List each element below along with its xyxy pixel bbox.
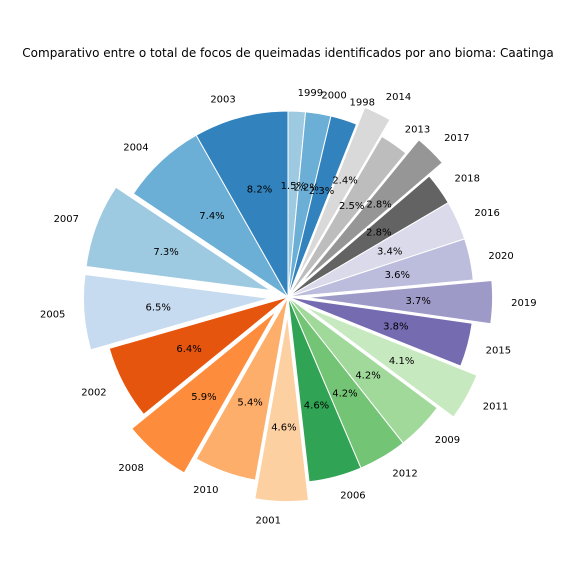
pie-pct-label-2005: 6.5%: [145, 302, 170, 313]
pie-slice-2005: [82, 273, 270, 351]
pie-slice-2008: [131, 310, 277, 474]
pie-category-label-2020: 2020: [488, 251, 513, 262]
pie-slice-2020: [287, 238, 474, 298]
pie-labels: 1.5% 1999 2.2% 2000 2.3% 1998 2.4% 2014 2.5% 2013…: [40, 88, 537, 526]
pie-pct-label-2008: 5.9%: [191, 392, 216, 403]
pie-category-label-2015: 2015: [486, 345, 511, 356]
pie-pct-label-2012: 4.2%: [332, 388, 357, 399]
pie-pct-label-2004: 7.4%: [199, 211, 224, 222]
pie-slice-2007: [85, 186, 271, 291]
pie-pct-label-2015: 3.8%: [383, 321, 408, 332]
pie-category-label-2019: 2019: [511, 298, 536, 309]
pie-pct-label-2007: 7.3%: [153, 247, 178, 258]
pie-slice-2015: [287, 296, 473, 367]
pie-category-label-2005: 2005: [40, 309, 65, 320]
pie-category-label-2013: 2013: [405, 125, 430, 136]
pie-pct-label-2016: 3.4%: [377, 246, 402, 257]
pie-slice-2002: [108, 296, 289, 416]
pie-slice-2017: [300, 139, 443, 285]
pie-category-label-2014: 2014: [386, 92, 411, 103]
pie-slice-2006: [287, 296, 362, 483]
pie-pct-label-2006: 4.6%: [304, 400, 329, 411]
pie-pct-label-2002: 6.4%: [176, 344, 201, 355]
pie-pct-label-1999: 1.5%: [281, 181, 306, 192]
pie-pct-label-2009: 4.2%: [355, 370, 380, 381]
pie-pct-label-2000: 2.2%: [293, 182, 318, 193]
pie-category-label-2009: 2009: [435, 435, 460, 446]
pie-category-label-2006: 2006: [340, 490, 365, 501]
pie-category-label-2000: 2000: [321, 91, 346, 102]
pie-pct-label-2003: 8.2%: [247, 185, 272, 196]
pie-category-label-2001: 2001: [256, 516, 281, 527]
pie-slice-2011: [303, 305, 478, 418]
pie-pct-label-2013: 2.5%: [339, 201, 364, 212]
pie-pct-label-2020: 3.6%: [385, 270, 410, 281]
pie-category-label-2007: 2007: [54, 214, 79, 225]
pie-category-label-2004: 2004: [123, 143, 148, 154]
pie-category-label-1998: 1998: [350, 97, 375, 108]
pie-category-label-2012: 2012: [392, 468, 417, 479]
pie-slice-2001: [254, 315, 310, 503]
pie-category-label-2010: 2010: [193, 485, 218, 496]
pie-slice-2013: [287, 135, 407, 298]
pie-slice-2003: [195, 110, 289, 299]
pie-category-label-2017: 2017: [444, 133, 469, 144]
pie-category-label-2003: 2003: [210, 95, 235, 106]
chart-title: Comparativo entre o total de focos de qu…: [22, 46, 553, 60]
pie-category-label-2011: 2011: [483, 401, 508, 412]
pie-pct-label-2014: 2.4%: [332, 175, 357, 186]
pie-category-label-2016: 2016: [474, 208, 499, 219]
pie-slice-2010: [195, 296, 289, 481]
pie-pct-label-1998: 2.3%: [309, 186, 334, 197]
pie-slice-2014: [295, 106, 391, 281]
pie-category-label-1999: 1999: [298, 88, 323, 99]
pie-category-label-2008: 2008: [118, 463, 143, 474]
pie-slice-1998: [287, 115, 358, 298]
pie-pct-label-2001: 4.6%: [271, 423, 296, 434]
pie-category-label-2002: 2002: [81, 387, 106, 398]
pie-slice-2019: [306, 279, 494, 325]
pie-slices: [82, 106, 494, 503]
pie-pct-label-2010: 5.4%: [237, 397, 262, 408]
pie-pct-label-2011: 4.1%: [389, 356, 414, 367]
pie-category-label-2018: 2018: [455, 174, 480, 185]
pie-pct-label-2019: 3.7%: [405, 296, 430, 307]
pie-pct-label-2018: 2.8%: [366, 228, 391, 239]
pie-pct-label-2017: 2.8%: [366, 199, 391, 210]
